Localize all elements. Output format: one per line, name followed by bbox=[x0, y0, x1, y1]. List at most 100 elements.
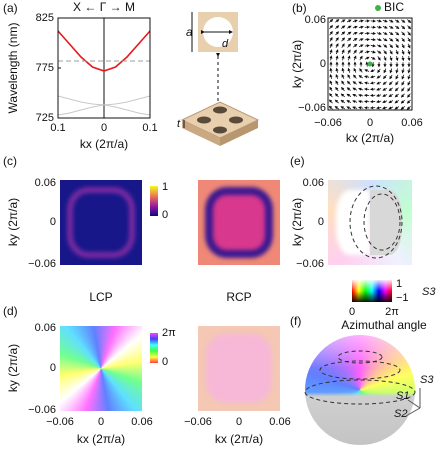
field-arrow bbox=[407, 80, 411, 86]
panel-label: (f) bbox=[290, 314, 301, 328]
field-arrow bbox=[340, 93, 345, 98]
field-arrow bbox=[328, 99, 333, 104]
field-arrow bbox=[364, 56, 370, 60]
y-axis-label: ky (2π/a) bbox=[6, 344, 20, 392]
x-axis-label: kx (2π/a) bbox=[80, 137, 128, 151]
field-arrow bbox=[370, 69, 376, 72]
field-arrow bbox=[352, 19, 358, 23]
field-arrow bbox=[407, 37, 411, 43]
field-arrow bbox=[401, 31, 406, 36]
field-arrow bbox=[358, 44, 364, 48]
field-arrow bbox=[346, 93, 352, 97]
field-arrow bbox=[358, 100, 364, 104]
field-arrow bbox=[401, 49, 405, 55]
field-arrow bbox=[347, 49, 351, 55]
field-arrow bbox=[370, 81, 376, 85]
field-arrow bbox=[341, 43, 345, 48]
field-arrow bbox=[335, 37, 339, 42]
field-arrow bbox=[358, 19, 364, 23]
field-arrow bbox=[376, 93, 382, 97]
y-tick-label: 0 bbox=[320, 58, 326, 70]
field-arrow bbox=[383, 56, 387, 61]
stokes-colorbar bbox=[352, 280, 392, 302]
x-tick-label: 0 bbox=[367, 117, 373, 129]
y-tick-label: 825 bbox=[36, 12, 54, 24]
x-tick-label: −0.06 bbox=[46, 416, 74, 428]
field-arrow bbox=[389, 74, 393, 80]
field-arrow bbox=[334, 93, 339, 98]
y-tick-label: 0.06 bbox=[35, 322, 56, 334]
field-arrow bbox=[376, 75, 382, 79]
x-tick-label: −0.06 bbox=[314, 117, 342, 129]
series-line bbox=[57, 30, 151, 72]
field-arrow bbox=[335, 67, 339, 73]
field-arrow bbox=[389, 37, 394, 42]
bic-point bbox=[367, 61, 373, 67]
s3-label: S3 bbox=[422, 286, 436, 298]
field-arrow bbox=[394, 19, 400, 23]
t-label: t bbox=[177, 118, 181, 130]
field-arrow bbox=[388, 25, 394, 29]
s3-axis-label: S3 bbox=[420, 374, 434, 386]
latitude-circles bbox=[304, 350, 416, 405]
field-arrow bbox=[383, 74, 387, 80]
field-arrow bbox=[407, 31, 411, 36]
field-arrow bbox=[401, 19, 406, 23]
field-arrow bbox=[340, 99, 346, 104]
field-arrow bbox=[407, 93, 411, 98]
field-arrow bbox=[389, 55, 393, 62]
field-arrow bbox=[389, 43, 393, 49]
y-tick-label: 0.06 bbox=[35, 177, 56, 189]
plot-frame bbox=[327, 17, 413, 111]
field-arrow bbox=[353, 43, 358, 48]
field-arrow bbox=[395, 80, 399, 86]
field-arrow bbox=[335, 43, 339, 48]
field-arrow bbox=[370, 56, 376, 60]
field-arrow bbox=[329, 31, 333, 36]
colorbar-label: 0 bbox=[162, 356, 168, 368]
field-arrow bbox=[376, 31, 382, 35]
field-arrow bbox=[329, 73, 333, 80]
field-arrow bbox=[347, 67, 351, 73]
y-axis-label: ky (2π/a) bbox=[290, 198, 304, 246]
field-arrow bbox=[340, 87, 345, 92]
rcp-label: RCP bbox=[226, 290, 251, 304]
d-label: d bbox=[222, 38, 229, 50]
field-arrow bbox=[382, 81, 387, 85]
field-arrow bbox=[388, 81, 393, 86]
field-arrow bbox=[352, 87, 358, 91]
field-arrow bbox=[353, 55, 357, 61]
y-tick-label: 775 bbox=[36, 62, 54, 74]
field-arrow bbox=[347, 37, 352, 42]
field-arrow bbox=[388, 100, 394, 104]
field-arrow bbox=[335, 80, 339, 86]
field-arrow bbox=[376, 106, 382, 110]
x-tick-label: 0 bbox=[101, 122, 107, 134]
x-axis-label: kx (2π/a) bbox=[215, 432, 263, 446]
field-arrow bbox=[395, 43, 399, 49]
field-arrow bbox=[359, 55, 363, 61]
field-arrow bbox=[388, 31, 394, 36]
field-arrow bbox=[346, 100, 352, 104]
field-arrow bbox=[370, 44, 376, 48]
field-arrow bbox=[358, 38, 364, 42]
field-arrow bbox=[400, 106, 405, 110]
field-arrow bbox=[401, 43, 405, 49]
field-arrow bbox=[335, 74, 339, 79]
field-arrow bbox=[382, 31, 388, 35]
field-arrow bbox=[329, 93, 333, 98]
field-arrow bbox=[340, 19, 346, 23]
field-arrow bbox=[407, 43, 411, 49]
x-tick-label: 0.06 bbox=[269, 416, 290, 428]
panel-label: (e) bbox=[290, 154, 305, 168]
field-arrow bbox=[376, 99, 382, 104]
field-arrow bbox=[407, 87, 411, 92]
field-arrow bbox=[406, 106, 411, 110]
field-arrow bbox=[329, 55, 333, 61]
colorbar-label: 1 bbox=[396, 278, 402, 290]
field-arrow bbox=[364, 81, 370, 85]
field-arrow bbox=[358, 87, 364, 91]
x-tick-label: 0 bbox=[98, 416, 104, 428]
